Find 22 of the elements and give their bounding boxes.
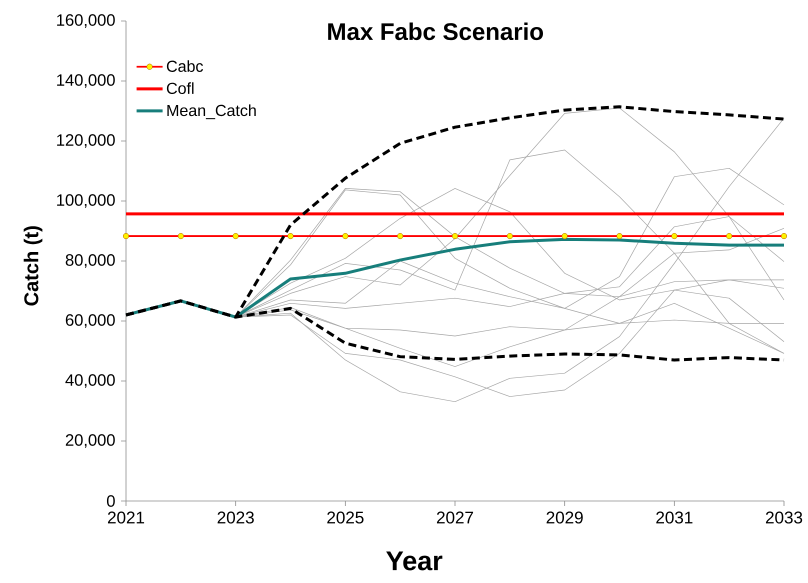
x-tick-label: 2027 xyxy=(436,512,474,524)
legend-label: Mean_Catch xyxy=(167,104,256,120)
y-tick-label: 60,000 xyxy=(66,314,115,328)
x-axis-title: Year xyxy=(386,552,442,570)
chart-title: Max Fabc Scenario xyxy=(328,22,543,40)
y-tick-label: 20,000 xyxy=(66,434,115,448)
y-axis-title: Catch (t) xyxy=(24,226,42,306)
y-tick-label: 140,000 xyxy=(57,74,115,88)
y-tick-label: 80,000 xyxy=(66,254,115,268)
x-tick-label: 2033 xyxy=(766,512,802,524)
legend-label: Cofl xyxy=(166,82,194,94)
legend-label: Cabc xyxy=(166,60,204,72)
y-tick-label: 0 xyxy=(106,495,115,507)
x-tick-label: 2029 xyxy=(546,512,583,524)
y-tick-label: 100,000 xyxy=(57,194,115,208)
y-tick-label: 40,000 xyxy=(65,374,115,388)
x-tick-label: 2021 xyxy=(108,512,144,524)
x-tick-label: 2023 xyxy=(218,512,254,524)
x-tick-label: 2031 xyxy=(656,512,692,524)
x-tick-label: 2025 xyxy=(327,512,364,524)
y-tick-label: 160,000 xyxy=(57,14,115,28)
y-tick-label: 120,000 xyxy=(57,134,115,148)
